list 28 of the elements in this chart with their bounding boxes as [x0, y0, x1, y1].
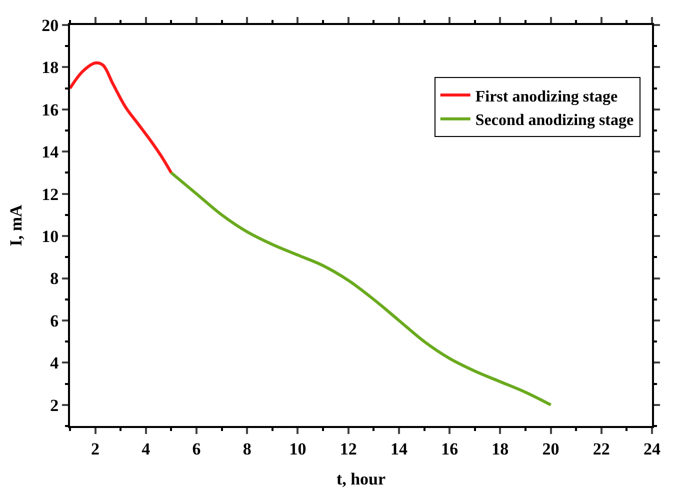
y-tick-label: 8: [50, 269, 59, 288]
x-axis-title: t, hour: [336, 469, 386, 488]
y-tick-label: 2: [50, 396, 59, 415]
line-series: [170, 171, 552, 406]
x-tick-label: 20: [542, 439, 560, 458]
line-series: [70, 61, 173, 174]
y-tick-label: 20: [42, 16, 59, 35]
x-tick-label: 12: [340, 439, 357, 458]
x-tick-label: 10: [289, 439, 306, 458]
y-tick-label: 18: [42, 58, 59, 78]
y-tick-label: 4: [50, 354, 60, 373]
x-tick-label: 4: [142, 439, 151, 458]
x-tick-label: 6: [192, 439, 201, 458]
x-tick-label: 8: [242, 439, 252, 458]
x-tick-label: 24: [644, 439, 661, 458]
y-tick-label: 10: [42, 227, 59, 246]
x-tick-label: 14: [390, 439, 408, 458]
y-tick-label: 16: [42, 100, 59, 120]
legend-label: First anodizing stage: [475, 88, 618, 106]
y-tick-label: 12: [42, 184, 59, 204]
x-tick-label: 22: [592, 439, 610, 458]
y-tick-label: 14: [42, 142, 60, 162]
y-axis-title: I, mA: [6, 204, 26, 246]
y-tick-label: 6: [50, 311, 59, 330]
legend-label: Second anodizing stage: [475, 112, 634, 130]
x-tick-label: 2: [91, 439, 100, 458]
x-tick-label: 16: [441, 439, 458, 458]
x-tick-label: 18: [492, 439, 509, 458]
